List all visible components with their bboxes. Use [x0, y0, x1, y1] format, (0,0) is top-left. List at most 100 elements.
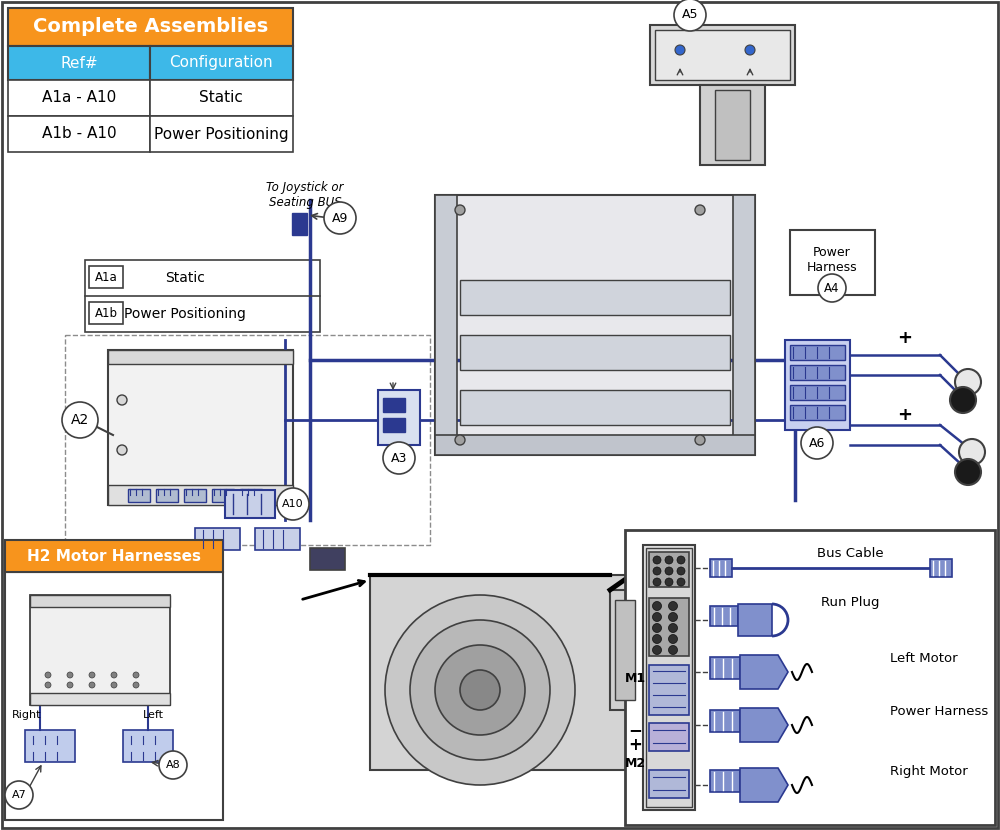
Circle shape [455, 205, 465, 215]
Bar [255, 528, 300, 550]
Circle shape [652, 634, 662, 643]
Text: Static: Static [199, 90, 243, 105]
Bar [8, 116, 150, 152]
Circle shape [45, 672, 51, 678]
Bar [460, 280, 730, 315]
Bar [710, 657, 740, 679]
Bar [292, 213, 307, 235]
Circle shape [665, 567, 673, 575]
Text: A5: A5 [682, 8, 698, 22]
Bar [790, 345, 845, 360]
Text: Left Motor: Left Motor [890, 652, 958, 665]
Circle shape [652, 602, 662, 611]
Circle shape [385, 595, 575, 785]
Circle shape [159, 751, 187, 779]
Bar [8, 80, 150, 116]
Text: Power
Harness: Power Harness [807, 246, 857, 274]
Bar [89, 266, 123, 288]
Circle shape [133, 682, 139, 688]
Bar [710, 606, 738, 626]
Bar [460, 390, 730, 425]
Text: Configuration: Configuration [169, 56, 273, 71]
Circle shape [652, 646, 662, 655]
Circle shape [959, 439, 985, 465]
Bar [625, 530, 995, 825]
Text: Power Positioning: Power Positioning [124, 307, 246, 321]
Bar [85, 260, 320, 332]
Bar [225, 490, 275, 518]
Bar [930, 559, 952, 577]
Bar [790, 385, 845, 400]
Bar [715, 90, 750, 160]
Bar [25, 730, 75, 762]
Text: A3: A3 [391, 452, 407, 465]
Bar [8, 8, 293, 46]
Circle shape [653, 578, 661, 586]
Bar [378, 390, 420, 445]
Text: Right Motor: Right Motor [890, 764, 968, 778]
Bar [310, 548, 345, 570]
Text: Power Positioning: Power Positioning [154, 126, 288, 141]
Circle shape [674, 0, 706, 31]
Circle shape [383, 442, 415, 474]
Circle shape [652, 613, 662, 622]
Bar [790, 405, 845, 420]
Text: −: − [628, 721, 642, 739]
Bar [383, 398, 405, 412]
Bar [370, 575, 640, 770]
Bar [435, 435, 755, 455]
Text: +: + [898, 406, 912, 424]
Bar [643, 545, 695, 810]
Circle shape [460, 670, 500, 710]
Circle shape [665, 556, 673, 564]
Bar [700, 85, 765, 165]
Circle shape [133, 672, 139, 678]
Text: Left: Left [143, 710, 164, 720]
Bar [89, 302, 123, 324]
Text: H2 Motor Harnesses: H2 Motor Harnesses [27, 549, 201, 564]
Bar [123, 730, 173, 762]
Text: Bus Cable: Bus Cable [817, 546, 883, 559]
Bar [212, 489, 234, 502]
Bar [646, 548, 692, 807]
Bar [650, 25, 795, 85]
Circle shape [111, 682, 117, 688]
Text: A9: A9 [332, 212, 348, 224]
Bar [128, 489, 150, 502]
Bar [30, 595, 170, 607]
Bar [108, 350, 293, 505]
Circle shape [652, 623, 662, 632]
Bar [108, 485, 293, 505]
Bar [435, 195, 755, 455]
Bar [785, 340, 850, 430]
Bar [8, 46, 150, 80]
Text: Right: Right [12, 710, 42, 720]
Text: Ref#: Ref# [60, 56, 98, 71]
Circle shape [818, 274, 846, 302]
Bar [150, 116, 293, 152]
Text: Complete Assemblies: Complete Assemblies [33, 17, 268, 37]
Bar [649, 665, 689, 715]
Bar [790, 230, 875, 295]
Circle shape [67, 672, 73, 678]
Bar [649, 552, 689, 587]
Circle shape [410, 620, 550, 760]
Bar [5, 540, 223, 572]
Circle shape [62, 402, 98, 438]
Circle shape [668, 613, 678, 622]
Text: A2: A2 [71, 413, 89, 427]
Bar [108, 350, 293, 364]
Bar [240, 489, 262, 502]
Circle shape [277, 488, 309, 520]
Bar [710, 710, 740, 732]
Bar [710, 559, 732, 577]
Circle shape [665, 578, 673, 586]
Bar [156, 489, 178, 502]
Text: To Joystick or
Seating BUS: To Joystick or Seating BUS [266, 181, 344, 209]
Circle shape [745, 45, 755, 55]
Bar [460, 335, 730, 370]
Circle shape [89, 682, 95, 688]
Bar [435, 195, 457, 455]
Circle shape [801, 427, 833, 459]
Bar [790, 365, 845, 380]
